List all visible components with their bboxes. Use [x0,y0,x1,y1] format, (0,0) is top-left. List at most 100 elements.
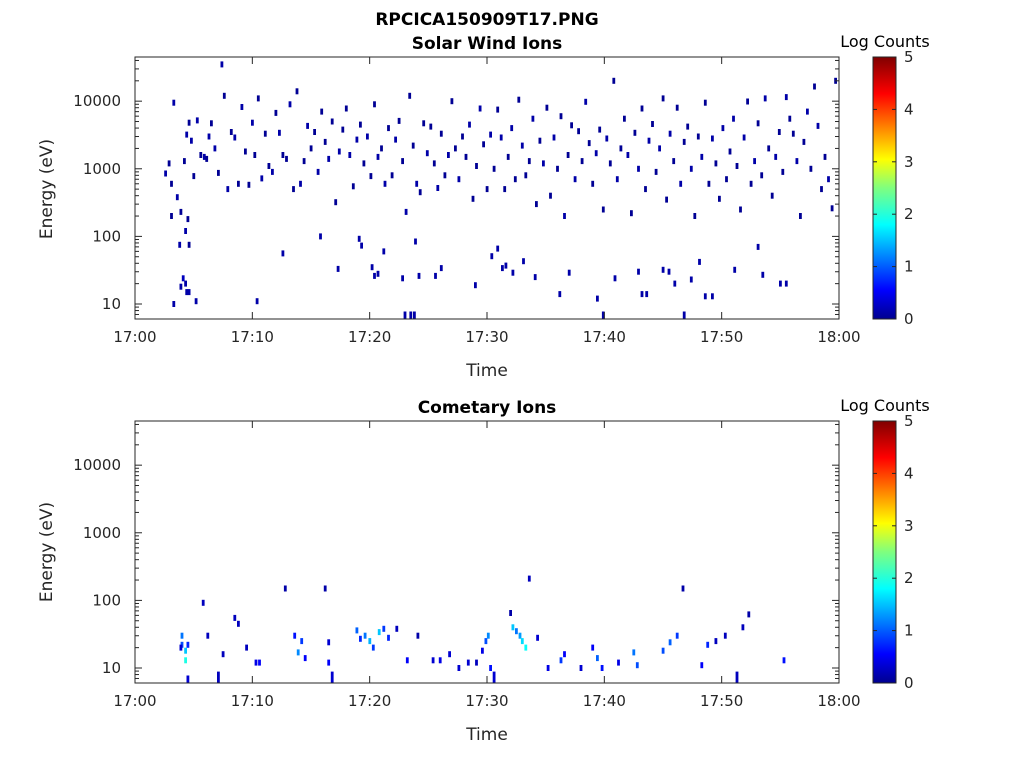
heatmap-cell [184,228,187,234]
solar-wind-panel: Solar Wind Ions 17:00 17:10 17:20 17:30 17:4… [37,32,930,381]
heatmap-cell [567,269,571,276]
heatmap-cell [175,194,179,201]
heatmap-cell [434,272,437,279]
heatmap-cell [601,206,605,213]
heatmap-cell [563,213,566,219]
heatmap-cell [506,153,510,160]
cometary-colorbar-label: Log Counts [840,396,930,415]
heatmap-cell [348,152,352,158]
heatmap-cell [185,131,189,138]
heatmap-cell [698,258,701,265]
heatmap-cell [637,268,640,275]
heatmap-cell [244,148,247,155]
heatmap-cell [577,128,580,135]
y-tick-label: 1000 [83,524,121,542]
heatmap-cell [573,176,577,183]
heatmap-cell [184,647,187,654]
heatmap-cell [605,135,609,142]
heatmap-cell [436,185,440,191]
heatmap-cell [251,119,254,126]
heatmap-cell [217,169,220,176]
y-tick-label: 10000 [73,456,121,474]
heatmap-cell [387,634,390,641]
heatmap-cell [587,140,591,147]
heatmap-cell [390,172,394,179]
heatmap-cell [584,98,588,105]
y-tick-label: 10 [102,659,121,677]
heatmap-cell [220,61,224,68]
heatmap-cell [471,195,475,202]
heatmap-cell [247,181,251,188]
heatmap-cell [741,624,745,631]
heatmap-cell [501,265,504,272]
heatmap-cell [823,153,827,160]
heatmap-cell [791,130,795,137]
heatmap-cell [327,155,331,162]
heatmap-cell [767,145,771,152]
y-tick-label: 100 [92,591,121,609]
heatmap-cell [186,641,190,648]
heatmap-cell [170,180,173,187]
heatmap-cell [527,575,531,582]
heatmap-cell [608,160,612,167]
heatmap-cell [830,205,834,212]
heatmap-cell [689,276,693,283]
heatmap-cell [292,186,295,193]
heatmap-cell [187,241,191,248]
colorbar-tick-label: 3 [904,153,914,171]
heatmap-cell [535,201,538,208]
heatmap-cell [408,92,412,99]
heatmap-cell [665,196,668,203]
heatmap-cell [475,163,478,169]
colorbar-tick-label: 5 [904,412,914,430]
heatmap-cell [217,671,220,683]
heatmap-cell [742,134,746,141]
heatmap-cell [201,599,205,606]
heatmap-cell [721,125,725,132]
heatmap-cell [377,629,381,636]
heatmap-cell [728,148,732,155]
heatmap-cell [370,264,374,271]
heatmap-cell [689,165,693,172]
heatmap-cell [387,125,390,132]
heatmap-cell [366,133,369,140]
heatmap-cell [536,634,539,641]
heatmap-cell [679,180,683,187]
heatmap-cell [802,138,806,145]
cometary-colorbar [872,420,897,684]
heatmap-cell [482,141,485,148]
heatmap-cell [615,176,619,183]
colorbar-tick-label: 2 [904,205,914,223]
heatmap-cell [302,158,306,165]
heatmap-cell [330,118,334,125]
heatmap-cell [489,665,492,671]
heatmap-cell [723,632,727,639]
heatmap-cell [288,101,292,108]
heatmap-cell [300,638,304,645]
heatmap-cell [222,92,226,99]
heatmap-cell [454,145,457,152]
heatmap-cell [591,644,595,651]
heatmap-cell [675,632,679,639]
heatmap-cell [816,122,820,129]
heatmap-cell [632,649,636,656]
heatmap-cell [788,115,792,122]
heatmap-cell [668,130,672,137]
heatmap-cell [478,105,482,112]
colorbar-tick-label: 1 [904,258,914,276]
heatmap-cell [700,662,704,669]
heatmap-cell [682,138,686,145]
heatmap-cell [195,117,199,124]
heatmap-cell [781,168,785,175]
heatmap-cell [484,638,488,645]
heatmap-cell [672,158,676,165]
heatmap-cell [240,104,244,110]
heatmap-cell [263,130,267,137]
x-tick-label: 17:20 [348,692,391,710]
heatmap-cell [254,659,258,666]
heatmap-cell [296,649,300,656]
heatmap-cell [594,150,598,157]
x-tick-label: 17:50 [700,328,743,346]
heatmap-cell [735,671,739,683]
heatmap-cell [233,614,237,621]
